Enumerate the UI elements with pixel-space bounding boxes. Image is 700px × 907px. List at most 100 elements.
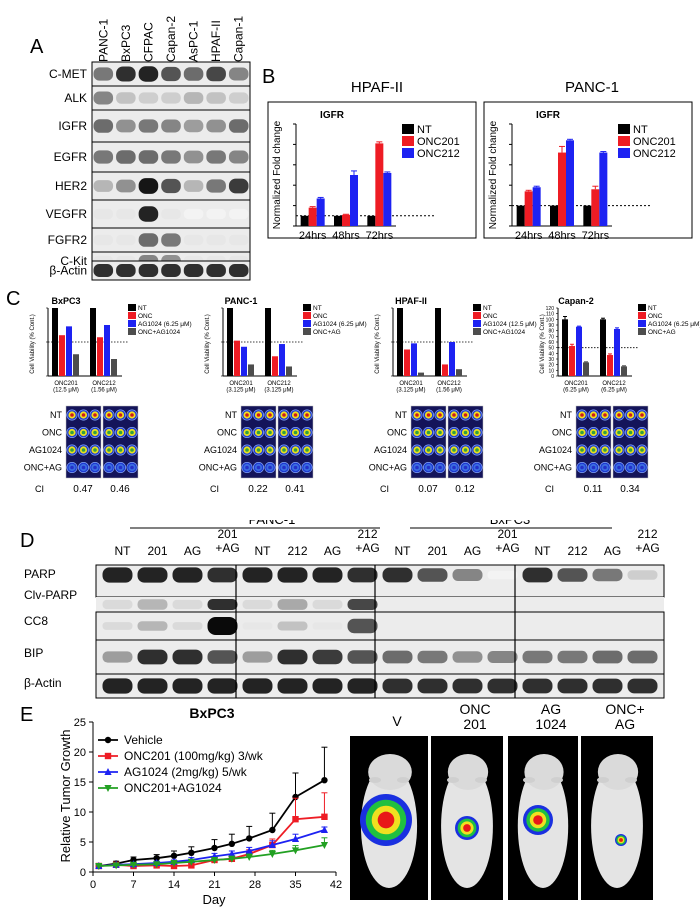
data-point xyxy=(246,835,253,842)
blot-band xyxy=(522,678,553,694)
blot-band xyxy=(312,649,343,665)
x-tick-label: 72hrs xyxy=(366,230,394,242)
blot-band xyxy=(206,150,226,164)
blot-band xyxy=(206,208,226,220)
blot-band xyxy=(161,150,181,164)
blot-band xyxy=(228,264,249,277)
blot-band xyxy=(228,178,249,194)
group-label: BxPC3 xyxy=(490,520,530,527)
plate-well-core xyxy=(415,448,419,452)
ci-value: 0.46 xyxy=(110,484,130,495)
plate-row-label: ONC xyxy=(42,428,63,438)
blot-band xyxy=(522,567,553,583)
plate-row-label: AG1024 xyxy=(374,445,407,455)
lane-label: 201 +AG xyxy=(495,527,519,555)
blot-band xyxy=(116,208,136,220)
protein-label: C-MET xyxy=(49,67,88,81)
y-axis-label: Cell Viability (% Cont.) xyxy=(540,314,546,374)
plate-well-core xyxy=(118,465,123,470)
mouse-paw xyxy=(551,777,563,783)
blot-band xyxy=(183,92,204,104)
western-blot-panel-a: PANC-1 BxPC3 CFPAC Capan-2 AsPC-1 HPAF-II Capa… xyxy=(46,16,251,281)
blot-band xyxy=(138,206,159,222)
plate-well-core xyxy=(603,465,607,470)
blot-band xyxy=(592,568,623,582)
plate-well-core xyxy=(305,448,309,452)
plate-row-label: AG1024 xyxy=(29,445,62,455)
cell-line-label: Capan-2 xyxy=(164,16,178,62)
plate-row-label: NT xyxy=(225,410,237,420)
plate-row-label: ONC+AG xyxy=(534,463,572,473)
plate-well-core xyxy=(282,413,286,417)
blot-band xyxy=(592,678,623,694)
blot-band xyxy=(137,599,168,610)
data-point xyxy=(170,852,178,859)
blot-band xyxy=(242,567,273,583)
legend-label: ONC201 xyxy=(417,136,460,148)
plate-well-core xyxy=(415,465,419,470)
bar xyxy=(97,337,103,376)
bar xyxy=(104,325,110,376)
bar xyxy=(614,328,620,376)
plate-well-core xyxy=(268,413,272,417)
plate-well-core xyxy=(617,465,621,470)
plate-well-core xyxy=(282,465,286,470)
tumor-signal-core xyxy=(533,815,543,825)
mouse-paw xyxy=(625,777,637,783)
x-tick-label: ONC201 (12.5 μM) xyxy=(53,381,79,394)
panel-label-c: C xyxy=(6,288,21,310)
plate-well-core xyxy=(93,448,97,452)
blot-band xyxy=(522,650,553,664)
blot-band xyxy=(93,119,114,133)
plate-well-core xyxy=(452,430,456,435)
blot-band xyxy=(557,650,588,664)
blot-band xyxy=(452,569,483,581)
plate-row-label: NT xyxy=(560,410,572,420)
protein-label: β-Actin xyxy=(49,264,87,278)
blot-band xyxy=(102,622,133,630)
y-axis-label: Normalized Fold change xyxy=(272,120,283,229)
chart-frame xyxy=(483,101,693,239)
legend-swatch xyxy=(402,148,414,158)
plate-well-core xyxy=(617,413,621,417)
plate-well-core xyxy=(628,465,633,470)
bar xyxy=(621,366,627,376)
y-tick-label: 60 xyxy=(548,340,554,346)
chart-title: HPAF-II xyxy=(395,296,427,306)
plate-well-core xyxy=(245,413,249,417)
plate-well-core xyxy=(426,465,431,470)
legend-swatch xyxy=(638,320,646,327)
chart-panel-title: HPAF-II xyxy=(351,79,403,96)
protein-label: VEGFR xyxy=(46,207,88,221)
blot-band xyxy=(206,92,226,104)
ci-value: 0.34 xyxy=(620,484,640,495)
plate-well-core xyxy=(591,413,596,417)
bar xyxy=(383,172,392,226)
plate-well-core xyxy=(268,448,272,452)
cell-line-label: BxPC3 xyxy=(119,24,133,62)
plate-well-core xyxy=(293,448,298,452)
legend-label: ONC+AG xyxy=(313,329,341,336)
blot-band xyxy=(116,264,136,277)
y-tick-label: 110 xyxy=(546,312,554,318)
bar xyxy=(334,215,342,226)
plate-well-core xyxy=(640,448,644,452)
tumor-signal-core xyxy=(463,824,471,832)
plate-row-label: ONC+AG xyxy=(369,463,407,473)
plate-well-core xyxy=(70,465,74,470)
ci-value: 0.22 xyxy=(248,484,268,495)
lane-label: NT xyxy=(255,544,272,558)
legend-swatch xyxy=(128,304,136,311)
blot-band xyxy=(228,234,249,246)
bar xyxy=(456,369,462,376)
bar xyxy=(375,143,384,226)
lane-label: NT xyxy=(115,544,132,558)
chart-title: IGFR xyxy=(320,110,345,121)
blot-band xyxy=(452,678,483,694)
data-point xyxy=(321,777,328,784)
plate-well-core xyxy=(640,465,644,470)
mouse-label: V xyxy=(392,713,402,729)
ci-label: CI xyxy=(380,484,389,494)
legend-label: NT xyxy=(483,305,492,312)
plate-well-core xyxy=(81,430,86,435)
